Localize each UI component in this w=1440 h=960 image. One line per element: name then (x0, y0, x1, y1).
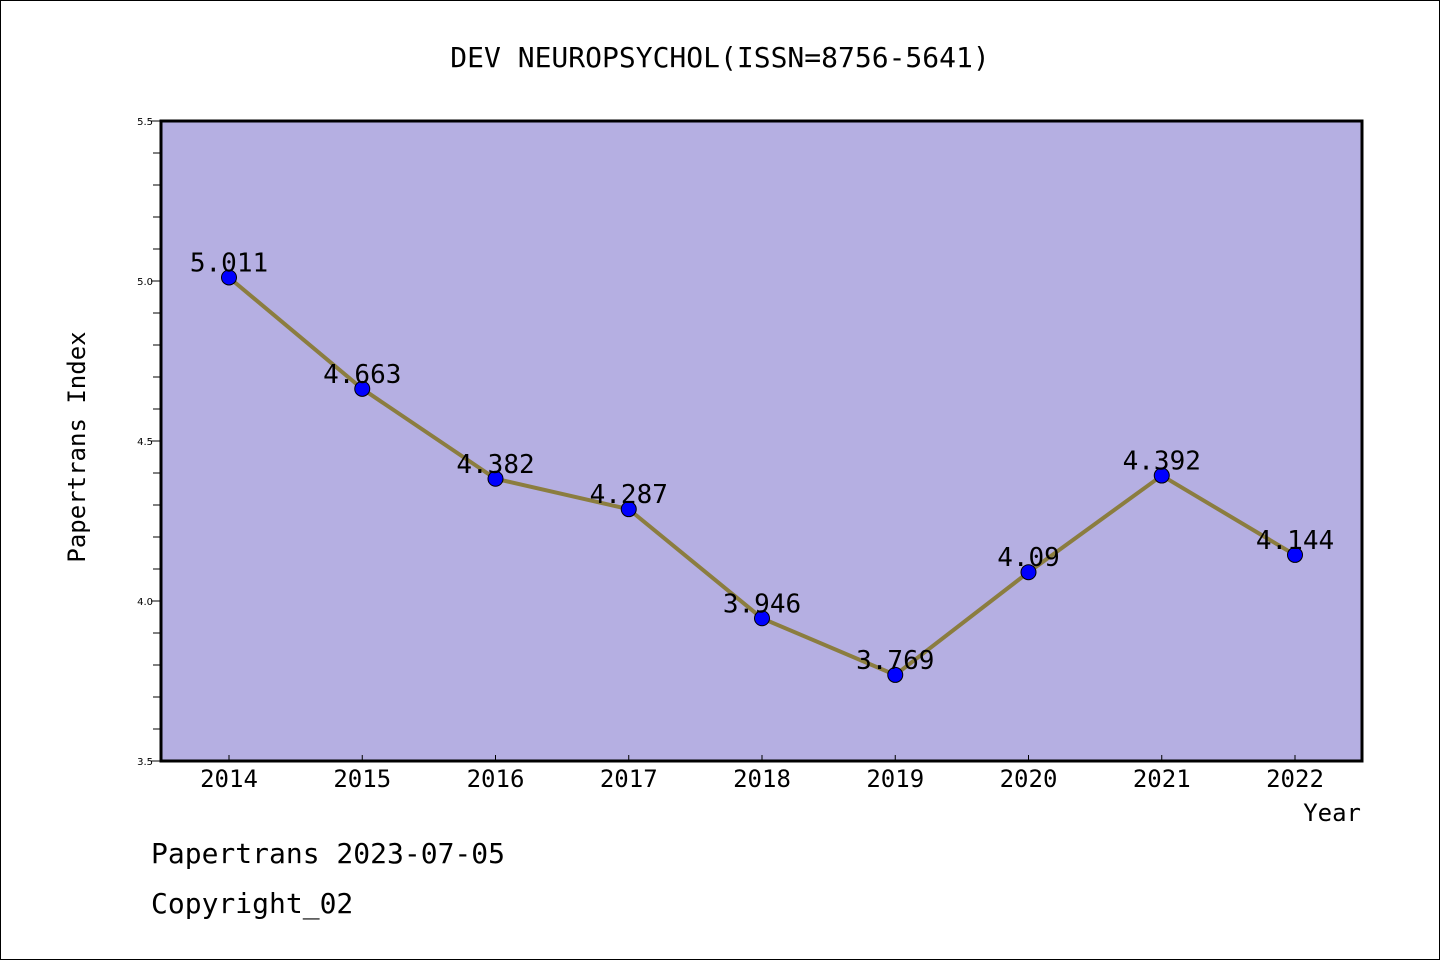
x-tick-label: 2015 (333, 765, 391, 793)
chart-title: DEV NEUROPSYCHOL(ISSN=8756-5641) (450, 41, 989, 74)
x-tick-label: 2018 (733, 765, 791, 793)
data-point (354, 380, 371, 397)
data-point (487, 470, 504, 487)
data-point (754, 610, 770, 627)
y-tick-label: 4.0 (137, 597, 153, 608)
data-label: 4.392 (1123, 447, 1201, 477)
y-tick-label: 3.5 (137, 757, 153, 768)
x-tick-label: 2017 (600, 765, 658, 793)
ticks-layer: 3.5 4.0 4.5 5.0 5.5 2014 2015 2016 2017 2018 2019 2… (137, 117, 1324, 793)
data-label: 3.769 (856, 646, 934, 676)
x-tick-label: 2016 (467, 765, 525, 793)
x-tick-label: 2019 (866, 765, 924, 793)
y-tick-label: 5.0 (137, 277, 153, 288)
plot-border (159, 119, 1364, 763)
plot-area (161, 121, 1362, 761)
data-point (1020, 564, 1037, 581)
data-point (1153, 467, 1170, 484)
data-label: 4.09 (997, 543, 1060, 573)
data-point (1287, 546, 1303, 563)
data-point (620, 501, 637, 518)
x-tick-label: 2020 (1000, 765, 1058, 793)
series-layer: 5.011 4.663 4.382 4.287 3.946 3.769 4.09 4.392 4… (190, 248, 1334, 683)
data-label: 3.946 (723, 589, 801, 619)
data-point (221, 269, 237, 286)
x-tick-label: 2022 (1266, 765, 1324, 793)
y-tick-label: 4.5 (137, 437, 153, 448)
data-point (887, 666, 904, 683)
x-tick-label: 2021 (1133, 765, 1191, 793)
y-tick-label: 5.5 (137, 117, 153, 128)
data-label: 4.663 (323, 360, 401, 390)
x-tick-label: 2014 (200, 765, 258, 793)
data-label: 4.287 (590, 480, 668, 510)
y-axis-label: Papertrans Index (63, 331, 91, 562)
footer-date: Papertrans 2023-07-05 (151, 837, 506, 870)
footer-copyright: Copyright_02 (151, 887, 354, 920)
data-label: 4.144 (1256, 526, 1334, 556)
data-label: 5.011 (190, 248, 268, 278)
x-axis-label: Year (1303, 799, 1361, 827)
data-label: 4.382 (456, 450, 534, 480)
